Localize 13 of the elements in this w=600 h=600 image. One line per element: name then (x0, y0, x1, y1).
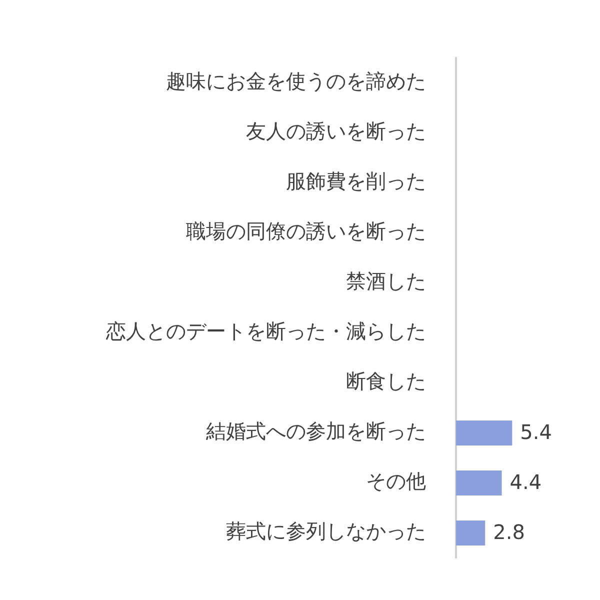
data-label: 4.4 (510, 470, 542, 494)
y-tick-label: 恋人とのデートを断った・減らした (105, 319, 426, 344)
y-tick-label: 禁酒した (346, 269, 426, 294)
y-tick-label: その他 (366, 469, 426, 494)
data-label: 5.4 (520, 420, 552, 444)
y-tick-label: 結婚式への参加を断った (205, 419, 426, 444)
data-label: 2.8 (493, 520, 525, 544)
y-tick-label: 趣味にお金を使うのを諦めた (166, 69, 426, 94)
y-tick-label: 服飾費を削った (286, 169, 426, 194)
y-tick-label: 職場の同僚の誘いを断った (186, 219, 426, 244)
y-tick-label: 友人の誘いを断った (246, 119, 426, 144)
y-tick-label: 断食した (346, 369, 426, 394)
y-tick-label: 葬式に参列しなかった (226, 519, 426, 544)
